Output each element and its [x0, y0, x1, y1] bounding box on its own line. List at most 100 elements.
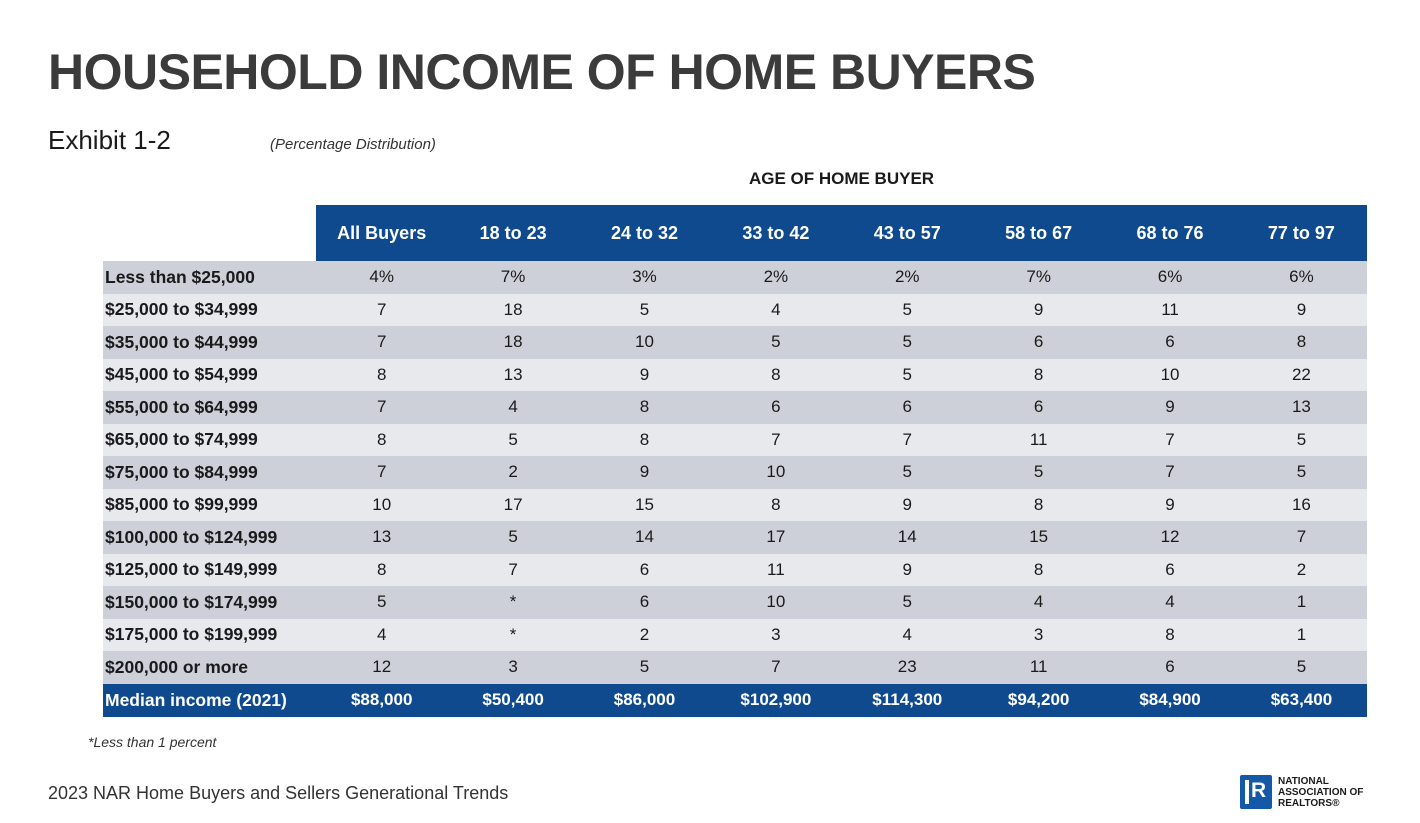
table-cell: 7: [710, 651, 842, 684]
row-label: $25,000 to $34,999: [103, 293, 316, 326]
row-label: $35,000 to $44,999: [103, 326, 316, 359]
table-cell: 4: [316, 618, 448, 651]
table-cell: 16: [1235, 488, 1368, 521]
column-header: 18 to 23: [447, 205, 579, 261]
table-cell: 9: [841, 553, 973, 586]
table-cell: 3: [972, 618, 1105, 651]
table-cell: 5: [578, 293, 711, 326]
table-cell: 10: [578, 326, 711, 359]
income-table: All Buyers 18 to 23 24 to 32 33 to 42 43…: [103, 205, 1368, 717]
table-cell: *: [447, 586, 579, 619]
table-row: $45,000 to $54,999 8 13 9 8 5 8 10 22: [103, 358, 1368, 391]
table-cell: 2: [1235, 553, 1368, 586]
table-cell: 4: [972, 586, 1105, 619]
median-income-row: Median income (2021) $88,000 $50,400 $86,00…: [103, 683, 1368, 717]
table-cell: 8: [316, 423, 448, 456]
table-row: $35,000 to $44,999 7 18 10 5 5 6 6 8: [103, 326, 1368, 359]
table-cell: 9: [841, 488, 973, 521]
table-cell: 7: [447, 553, 579, 586]
median-cell: $114,300: [841, 683, 973, 717]
table-cell: *: [447, 618, 579, 651]
table-cell: 2%: [841, 261, 973, 294]
table-cell: 11: [1104, 293, 1236, 326]
table-cell: 10: [1104, 358, 1236, 391]
table-cell: 8: [316, 553, 448, 586]
table-cell: 3: [710, 618, 842, 651]
table-cell: 8: [710, 358, 842, 391]
table-cell: 8: [316, 358, 448, 391]
page-title: HOUSEHOLD INCOME OF HOME BUYERS: [48, 44, 1036, 100]
table-cell: 4: [1104, 586, 1236, 619]
row-label: Less than $25,000: [103, 261, 316, 294]
table-cell: 6: [578, 553, 711, 586]
table-cell: 4: [447, 391, 579, 424]
table-cell: 17: [447, 488, 579, 521]
table-cell: 7%: [972, 261, 1105, 294]
logo-line: ASSOCIATION OF: [1278, 787, 1364, 798]
row-label: $125,000 to $149,999: [103, 553, 316, 586]
median-cell: $50,400: [447, 683, 579, 717]
table-cell: 4: [710, 293, 842, 326]
table-cell: 14: [841, 521, 973, 554]
table-cell: 11: [710, 553, 842, 586]
column-header: 43 to 57: [841, 205, 973, 261]
footnote: *Less than 1 percent: [88, 734, 217, 750]
table-cell: 9: [1104, 391, 1236, 424]
logo-line: REALTORS®: [1278, 798, 1340, 809]
table-cell: 8: [1235, 326, 1368, 359]
table-row: $125,000 to $149,999 8 7 6 11 9 8 6 2: [103, 553, 1368, 586]
table-cell: 8: [972, 488, 1105, 521]
column-header: All Buyers: [316, 205, 448, 261]
table-cell: 7: [710, 423, 842, 456]
table-cell: 9: [578, 456, 711, 489]
table-cell: 22: [1235, 358, 1368, 391]
table-row: $100,000 to $124,999 13 5 14 17 14 15 12 7: [103, 521, 1368, 554]
row-label: $100,000 to $124,999: [103, 521, 316, 554]
table-cell: 6: [1104, 553, 1236, 586]
nar-logo: NATIONAL ASSOCIATION OF REALTORS®: [1240, 775, 1380, 811]
table-row: $55,000 to $64,999 7 4 8 6 6 6 9 13: [103, 391, 1368, 424]
table-cell: 10: [710, 456, 842, 489]
table-cell: 8: [1104, 618, 1236, 651]
table-cell: 6: [972, 391, 1105, 424]
realtor-r-icon: [1240, 775, 1272, 809]
table-cell: 6%: [1104, 261, 1236, 294]
median-cell: $63,400: [1235, 683, 1368, 717]
table-cell: 7: [316, 326, 448, 359]
table-cell: 18: [447, 293, 579, 326]
table-cell: 8: [578, 423, 711, 456]
table-cell: 10: [316, 488, 448, 521]
table-cell: 12: [316, 651, 448, 684]
subtitle: (Percentage Distribution): [270, 136, 436, 153]
table-cell: 1: [1235, 618, 1368, 651]
table-cell: 5: [1235, 651, 1368, 684]
table-cell: 5: [841, 456, 973, 489]
table-cell: 13: [447, 358, 579, 391]
row-label: $175,000 to $199,999: [103, 618, 316, 651]
table-row: $65,000 to $74,999 8 5 8 7 7 11 7 5: [103, 423, 1368, 456]
table-cell: 5: [972, 456, 1105, 489]
table-cell: 7: [1104, 423, 1236, 456]
table-row: $85,000 to $99,999 10 17 15 8 9 8 9 16: [103, 488, 1368, 521]
row-label: $150,000 to $174,999: [103, 586, 316, 619]
table-cell: 7: [316, 391, 448, 424]
age-group-header: AGE OF HOME BUYER: [748, 169, 935, 188]
table-cell: 13: [316, 521, 448, 554]
row-label: $200,000 or more: [103, 651, 316, 684]
table-cell: 8: [972, 553, 1105, 586]
table-cell: 6%: [1235, 261, 1368, 294]
logo-text: NATIONAL ASSOCIATION OF REALTORS®: [1278, 776, 1363, 809]
source-text: 2023 NAR Home Buyers and Sellers Generat…: [48, 783, 509, 803]
table-cell: 10: [710, 586, 842, 619]
row-label: $45,000 to $54,999: [103, 358, 316, 391]
header-row: All Buyers 18 to 23 24 to 32 33 to 42 43…: [103, 205, 1368, 261]
exhibit-label: Exhibit 1-2: [48, 125, 171, 155]
table-cell: 9: [1235, 293, 1368, 326]
table-cell: 6: [578, 586, 711, 619]
table-cell: 1: [1235, 586, 1368, 619]
table-cell: 2: [447, 456, 579, 489]
table-cell: 5: [578, 651, 711, 684]
median-cell: $102,900: [710, 683, 842, 717]
table-cell: 9: [972, 293, 1105, 326]
